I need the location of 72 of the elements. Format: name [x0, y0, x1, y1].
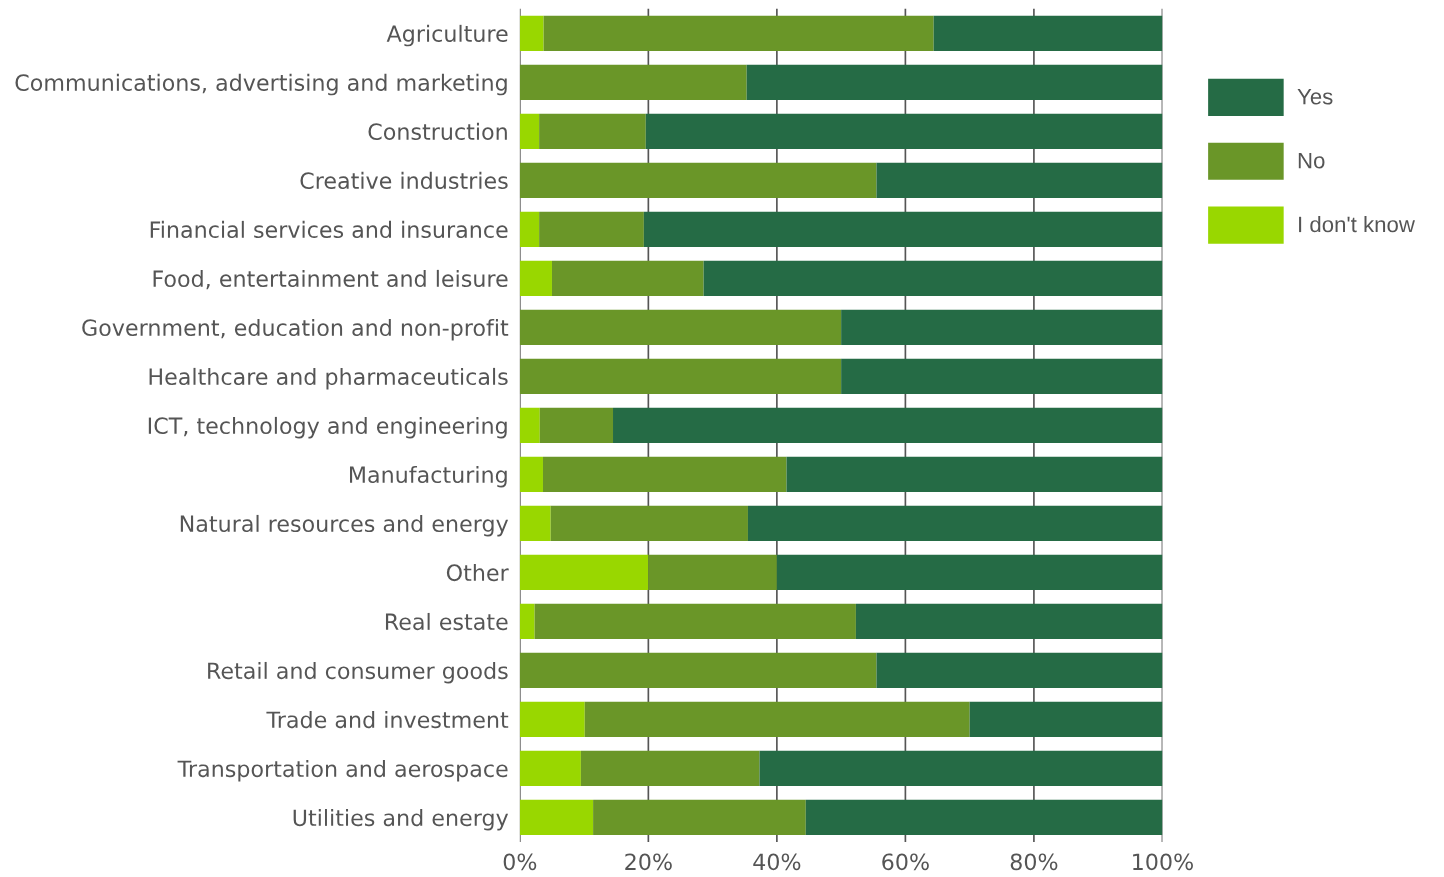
bar: [519, 554, 649, 591]
y-tick-label: ICT, technology and engineering: [148, 416, 507, 439]
bar: [542, 456, 787, 492]
x-tick-label: 100%: [1133, 853, 1193, 871]
y-tick-label: Construction: [368, 122, 507, 141]
bar: [550, 505, 748, 542]
y-tick-label: Transportation and aerospace: [177, 759, 508, 782]
bar: [519, 64, 747, 100]
y-tick-label: Creative industries: [300, 171, 508, 190]
bar: [519, 456, 543, 492]
legend-label: I don't know: [1299, 215, 1415, 233]
bar: [841, 358, 1163, 394]
x-tick-label: 60%: [882, 853, 929, 871]
bar: [519, 211, 540, 247]
bar: [519, 15, 544, 51]
bar: [776, 554, 1163, 591]
x-tick-label: 40%: [753, 853, 801, 871]
bar: [519, 407, 540, 443]
bar: [876, 652, 1163, 689]
y-tick-label: Agriculture: [386, 24, 508, 47]
bar: [613, 407, 1163, 443]
bar: [969, 701, 1163, 738]
bar: [534, 603, 856, 640]
bar: [539, 113, 646, 149]
bar: [841, 309, 1163, 345]
bar: [876, 162, 1163, 198]
x-tick-label: 0%: [503, 853, 537, 871]
bar: [539, 211, 644, 247]
bar: [543, 15, 934, 51]
bar: [551, 260, 704, 296]
bar: [539, 407, 614, 443]
y-tick-label: Government, education and non-profit: [82, 318, 509, 341]
legend-label: No: [1298, 152, 1325, 169]
y-tick-label: Manufacturing: [350, 465, 507, 488]
bar: [519, 260, 552, 296]
y-tick-label: Retail and consumer goods: [208, 661, 508, 684]
bar: [519, 603, 535, 640]
bar: [519, 162, 877, 198]
bar: [580, 750, 760, 787]
bar: [519, 358, 842, 394]
bar: [519, 505, 551, 542]
y-tick-label: Trade and investment: [266, 710, 509, 729]
bar: [648, 554, 777, 591]
y-tick-label: Real estate: [385, 612, 508, 631]
bar: [519, 113, 540, 149]
legend-label: Yes: [1297, 89, 1333, 105]
y-tick-label: Utilities and energy: [293, 808, 509, 831]
bar: [519, 799, 594, 836]
bar: [584, 701, 970, 738]
x-tick-label: 20%: [625, 853, 672, 871]
bar: [786, 456, 1163, 492]
bar: [519, 701, 585, 738]
bar: [643, 211, 1163, 247]
bar: [747, 505, 1163, 542]
bar: [645, 113, 1163, 149]
bar: [759, 750, 1163, 787]
y-tick-label: Healthcare and pharmaceuticals: [149, 367, 508, 390]
bar: [519, 309, 842, 345]
y-tick-label: Food, entertainment and leisure: [153, 269, 508, 290]
y-tick-label: Natural resources and energy: [180, 514, 509, 537]
bar: [933, 15, 1163, 51]
bar: [593, 799, 806, 836]
y-tick-label: Other: [446, 563, 509, 582]
y-tick-label: Financial services and insurance: [150, 220, 508, 239]
bar: [746, 64, 1163, 100]
bar: [519, 750, 581, 787]
x-tick-label: 80%: [1010, 853, 1058, 871]
bar: [519, 652, 877, 689]
bar: [855, 603, 1163, 640]
y-tick-label: Communications, advertising and marketing: [15, 73, 507, 96]
bar: [703, 260, 1163, 296]
bar: [805, 799, 1163, 836]
